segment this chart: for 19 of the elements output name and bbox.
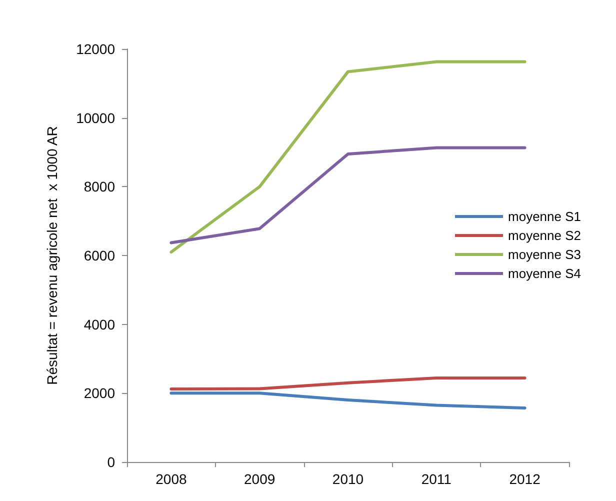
y-tick-label: 6000 bbox=[84, 248, 116, 264]
y-tick-label: 10000 bbox=[76, 110, 116, 126]
y-tick-label: 8000 bbox=[84, 178, 116, 195]
legend-label: moyenne S2 bbox=[508, 228, 582, 243]
line-series bbox=[170, 392, 526, 410]
line-series bbox=[170, 376, 526, 391]
x-tick-label: 2008 bbox=[156, 471, 187, 487]
y-tick-label: 2000 bbox=[84, 385, 116, 402]
x-tick-label: 2010 bbox=[332, 471, 364, 487]
y-axis-title: Résultat = revenu agricole net x 1000 AR bbox=[44, 126, 60, 385]
legend-label: moyenne S4 bbox=[508, 266, 582, 281]
x-tick-label: 2009 bbox=[244, 471, 276, 487]
legend-label: moyenne S3 bbox=[508, 247, 582, 262]
y-tick-label: 12000 bbox=[76, 41, 116, 57]
y-tick-label: 4000 bbox=[84, 316, 116, 332]
legend-label: moyenne S1 bbox=[508, 209, 582, 224]
x-tick-label: 2011 bbox=[421, 471, 452, 487]
x-tick-label: 2012 bbox=[509, 471, 541, 487]
y-tick-label: 0 bbox=[107, 454, 116, 470]
